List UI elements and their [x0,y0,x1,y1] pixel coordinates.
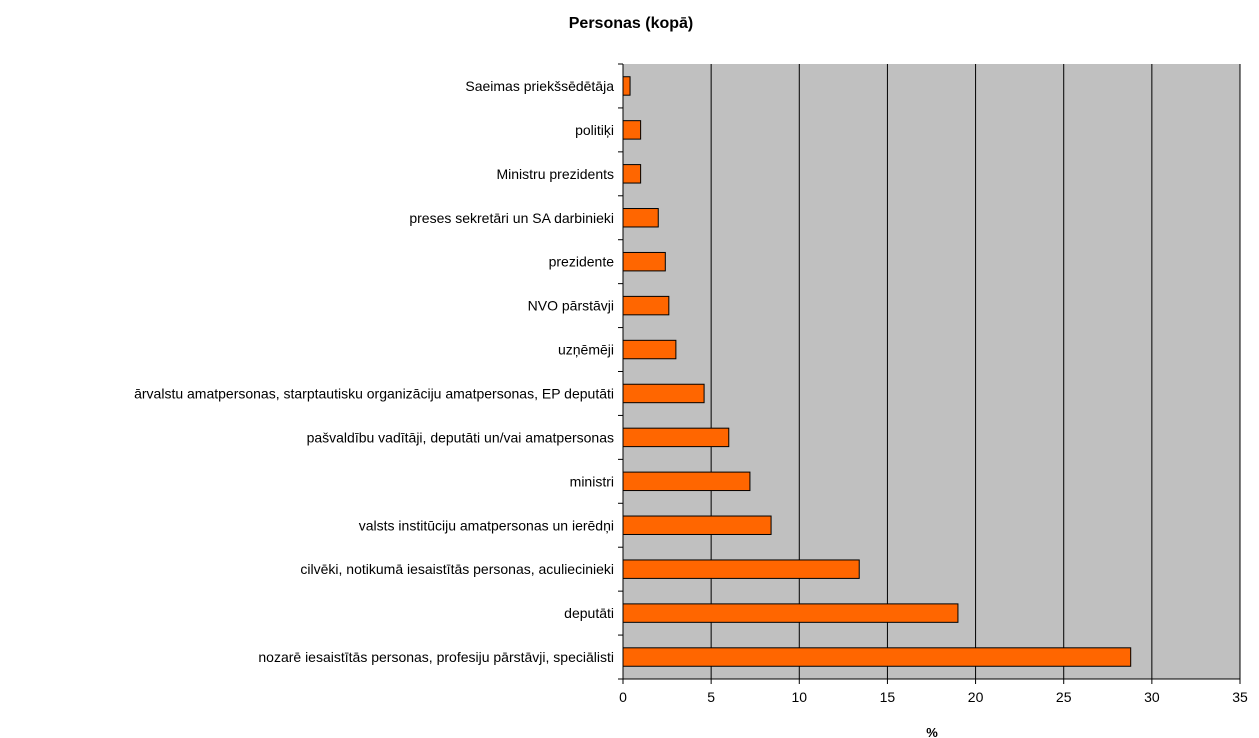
bars [622,76,1132,667]
x-tick-label: 10 [791,689,807,705]
category-label: ārvalstu amatpersonas, starptautisku org… [134,385,614,401]
bar [622,76,631,96]
x-tick-labels: 0 5 10 15 20 25 30 35 [619,689,1248,705]
bar [622,383,705,404]
category-label: Ministru prezidents [497,166,615,182]
chart-title: Personas (kopā) [569,15,693,32]
category-label: pašvaldību vadītāji, deputāti un/vai ama… [307,429,614,445]
bar [622,559,860,579]
gridlines [710,64,1241,679]
x-tick-label: 30 [1144,689,1160,705]
category-label: ministri [570,473,614,489]
category-label: preses sekretāri un SA darbinieki [409,210,614,226]
bar [622,515,772,535]
x-tick-label: 0 [619,689,627,705]
category-label: Saeimas priekšsēdētāja [465,78,614,94]
category-label: prezidente [549,254,615,270]
bar [622,251,666,272]
plot-area: 0 5 10 15 20 25 30 35 Saeimas priekšsēdētāja pol… [134,63,1248,705]
category-label: uzņēmēji [558,342,614,358]
x-tick-label: 20 [968,689,984,705]
bar [622,427,730,448]
bar [622,647,1132,667]
bar [622,471,751,492]
x-axis-title: % [926,725,938,738]
category-label: deputāti [564,605,614,621]
bar [622,295,670,316]
x-tick-label: 15 [880,689,896,705]
bar [622,603,959,623]
category-labels: Saeimas priekšsēdētāja politiķi Ministru p… [134,78,614,665]
bar [622,120,642,140]
bar [622,339,677,360]
x-tick-label: 5 [707,689,715,705]
category-label: NVO pārstāvji [528,298,614,314]
axes [618,63,1241,684]
bar [622,208,659,228]
plot-background [623,64,1240,679]
category-label: cilvēki, notikumā iesaistītās personas, … [300,561,614,577]
x-tick-label: 35 [1232,689,1248,705]
bar [622,164,642,184]
category-label: nozarē iesaistītās personas, profesiju p… [258,649,614,665]
category-label: politiķi [575,122,614,138]
category-label: valsts institūciju amatpersonas un ierēd… [359,517,614,533]
x-tick-label: 25 [1056,689,1072,705]
